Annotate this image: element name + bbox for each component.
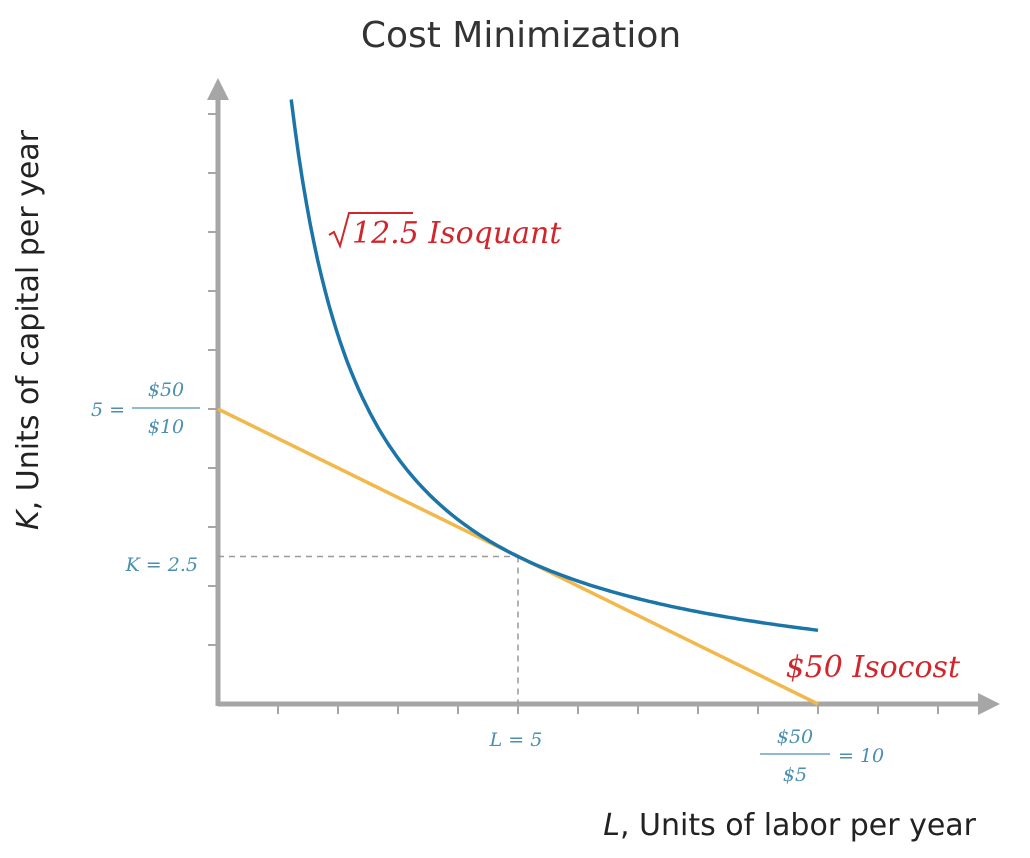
svg-text:K, Units of capital per year: K, Units of capital per year — [11, 129, 46, 530]
y-intercept-denominator: $10 — [148, 416, 184, 438]
axis-ticks — [208, 113, 939, 714]
isoquant-label-root: 12.5 — [352, 216, 419, 251]
y-intercept-annotation: 5 = $50 $10 — [91, 379, 200, 438]
sqrt-symbol — [328, 212, 413, 250]
y-axis-title: K, Units of capital per year — [11, 129, 46, 530]
y-intercept-prefix: 5 = — [91, 399, 125, 421]
isoquant-label-text: Isoquant — [419, 216, 563, 251]
isocost-label: $50 Isocost — [786, 650, 961, 685]
y-axis-label: , Units of capital per year — [11, 129, 46, 510]
y-axis-variable: K — [11, 508, 46, 530]
x-intercept-annotation: $50 $5 = 10 — [760, 726, 884, 786]
x-intercept-denominator: $5 — [783, 764, 807, 786]
x-intercept-numerator: $50 — [777, 726, 813, 748]
x-axis-arrow — [978, 693, 1000, 715]
k-optimum-label: K = 2.5 — [125, 554, 198, 576]
y-axis-arrow — [207, 78, 229, 100]
isoquant-label: 12.5 Isoquant — [328, 212, 562, 251]
x-axis-label: , Units of labor per year — [620, 808, 977, 843]
l-optimum-label: L = 5 — [489, 729, 543, 751]
y-intercept-numerator: $50 — [148, 379, 184, 401]
svg-text:L, Units of labor per year: L, Units of labor per year — [603, 808, 976, 843]
chart-title: Cost Minimization — [361, 15, 681, 56]
x-axis-variable: L — [603, 808, 620, 843]
isoquant-curve — [289, 99, 819, 633]
svg-text:12.5 Isoquant: 12.5 Isoquant — [352, 216, 562, 251]
x-intercept-suffix: = 10 — [838, 745, 884, 767]
x-axis-title: L, Units of labor per year — [603, 808, 976, 843]
